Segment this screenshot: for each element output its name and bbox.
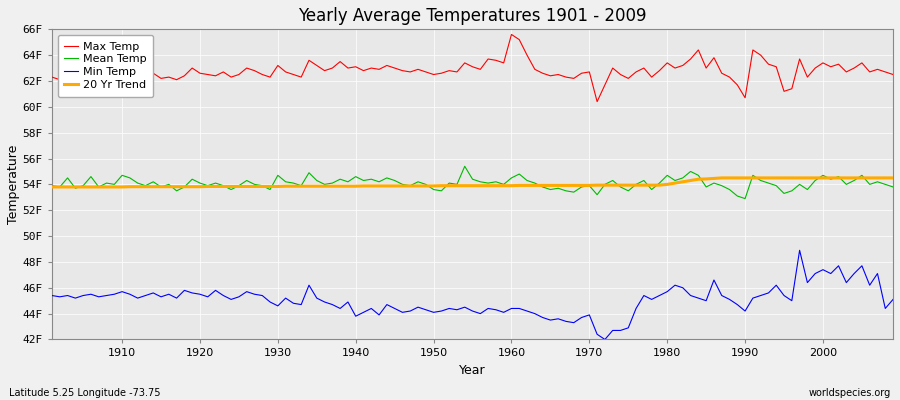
Max Temp xyxy=(591,99,602,104)
Mean Temp xyxy=(109,182,120,187)
Max Temp xyxy=(506,32,517,37)
Mean Temp xyxy=(887,184,898,189)
Text: Latitude 5.25 Longitude -73.75: Latitude 5.25 Longitude -73.75 xyxy=(9,388,160,398)
Min Temp xyxy=(794,248,805,253)
20 Yr Trend xyxy=(599,183,610,188)
20 Yr Trend xyxy=(109,184,120,189)
Max Temp xyxy=(514,37,525,42)
Min Temp xyxy=(327,302,338,307)
Min Temp xyxy=(599,337,610,342)
X-axis label: Year: Year xyxy=(459,364,486,377)
Line: Mean Temp: Mean Temp xyxy=(52,166,893,198)
Min Temp xyxy=(47,293,58,298)
Mean Temp xyxy=(740,196,751,201)
Text: worldspecies.org: worldspecies.org xyxy=(809,388,891,398)
Max Temp xyxy=(109,74,120,78)
20 Yr Trend xyxy=(327,184,338,188)
Max Temp xyxy=(280,70,291,74)
Mean Temp xyxy=(506,176,517,180)
Max Temp xyxy=(327,66,338,70)
20 Yr Trend xyxy=(716,176,727,180)
20 Yr Trend xyxy=(506,183,517,188)
Min Temp xyxy=(506,306,517,311)
20 Yr Trend xyxy=(47,184,58,189)
Min Temp xyxy=(109,292,120,297)
Mean Temp xyxy=(459,164,470,169)
Max Temp xyxy=(887,72,898,77)
20 Yr Trend xyxy=(280,184,291,188)
Mean Temp xyxy=(327,181,338,186)
Max Temp xyxy=(47,75,58,80)
Min Temp xyxy=(887,297,898,302)
Line: Min Temp: Min Temp xyxy=(52,250,893,340)
Max Temp xyxy=(615,72,626,77)
Mean Temp xyxy=(514,172,525,176)
Legend: Max Temp, Mean Temp, Min Temp, 20 Yr Trend: Max Temp, Mean Temp, Min Temp, 20 Yr Tre… xyxy=(58,35,153,97)
Max Temp xyxy=(499,60,509,65)
Y-axis label: Temperature: Temperature xyxy=(7,145,20,224)
Title: Yearly Average Temperatures 1901 - 2009: Yearly Average Temperatures 1901 - 2009 xyxy=(298,7,647,25)
20 Yr Trend xyxy=(887,176,898,180)
Min Temp xyxy=(608,328,618,333)
Mean Temp xyxy=(280,179,291,184)
Mean Temp xyxy=(608,178,618,183)
Min Temp xyxy=(499,310,509,315)
Line: Max Temp: Max Temp xyxy=(52,34,893,102)
20 Yr Trend xyxy=(499,183,509,188)
Line: 20 Yr Trend: 20 Yr Trend xyxy=(52,178,893,187)
Mean Temp xyxy=(47,183,58,188)
Min Temp xyxy=(280,296,291,300)
